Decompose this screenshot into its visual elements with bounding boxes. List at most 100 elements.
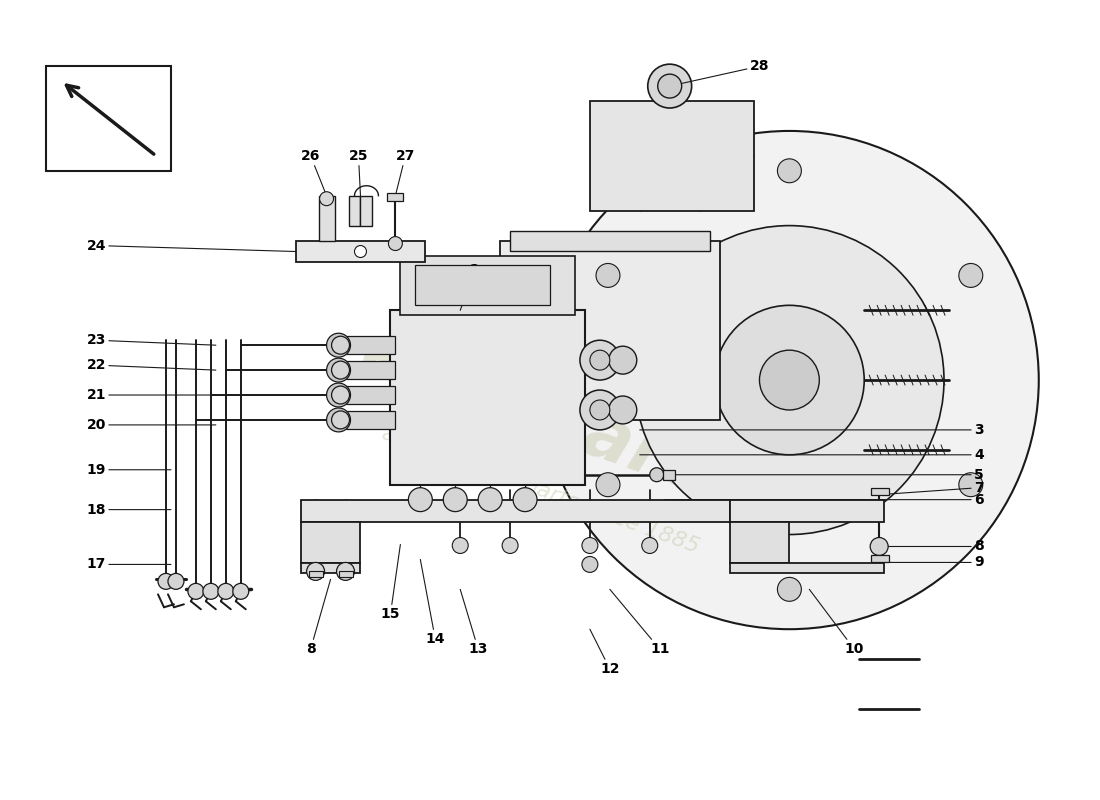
- Bar: [400, 255, 575, 315]
- Circle shape: [609, 346, 637, 374]
- Bar: [387, 193, 404, 201]
- Circle shape: [609, 396, 637, 424]
- Circle shape: [331, 386, 350, 404]
- Circle shape: [408, 488, 432, 512]
- Circle shape: [320, 192, 333, 206]
- Bar: [300, 500, 729, 522]
- Circle shape: [188, 583, 204, 599]
- Bar: [361, 196, 373, 226]
- Text: 27: 27: [395, 149, 415, 196]
- Text: a passion for parts since 1885: a passion for parts since 1885: [378, 422, 702, 557]
- Circle shape: [327, 358, 351, 382]
- Bar: [871, 488, 889, 494]
- Text: 9: 9: [879, 555, 983, 570]
- Bar: [871, 555, 889, 562]
- Circle shape: [580, 340, 619, 380]
- Bar: [349, 196, 361, 226]
- Circle shape: [307, 562, 324, 580]
- Bar: [662, 470, 674, 480]
- Bar: [590, 101, 755, 210]
- Circle shape: [337, 562, 354, 580]
- Circle shape: [959, 263, 982, 287]
- Circle shape: [331, 336, 350, 354]
- Circle shape: [327, 383, 351, 407]
- Circle shape: [158, 574, 174, 590]
- Text: 2: 2: [460, 263, 480, 310]
- Bar: [390, 310, 585, 485]
- Circle shape: [778, 578, 802, 602]
- Circle shape: [327, 408, 351, 432]
- Circle shape: [590, 350, 609, 370]
- Text: 22: 22: [87, 358, 216, 372]
- Text: europarts: europarts: [351, 319, 749, 521]
- Circle shape: [641, 538, 658, 554]
- Bar: [729, 563, 884, 574]
- Bar: [46, 66, 170, 170]
- Text: 15: 15: [381, 545, 400, 622]
- Circle shape: [715, 306, 865, 455]
- Circle shape: [870, 538, 888, 555]
- Text: 4: 4: [640, 448, 983, 462]
- Circle shape: [327, 334, 351, 357]
- Text: 19: 19: [87, 462, 170, 477]
- Text: 6: 6: [664, 493, 983, 506]
- Text: 11: 11: [609, 590, 670, 656]
- Text: 23: 23: [87, 334, 216, 347]
- Bar: [339, 571, 352, 578]
- Circle shape: [540, 131, 1038, 630]
- Text: 26: 26: [301, 149, 327, 196]
- Text: 5: 5: [664, 468, 983, 482]
- Circle shape: [513, 488, 537, 512]
- Text: 3: 3: [640, 423, 983, 437]
- Bar: [416, 266, 550, 306]
- Circle shape: [759, 350, 820, 410]
- Circle shape: [502, 538, 518, 554]
- Text: 7: 7: [879, 481, 983, 494]
- Circle shape: [218, 583, 234, 599]
- Text: 8: 8: [879, 539, 983, 554]
- Circle shape: [478, 488, 502, 512]
- Circle shape: [331, 361, 350, 379]
- Text: 12: 12: [590, 630, 619, 676]
- Circle shape: [582, 538, 598, 554]
- Circle shape: [580, 390, 619, 430]
- Circle shape: [582, 557, 598, 572]
- Text: 10: 10: [810, 590, 864, 656]
- Bar: [345, 336, 395, 354]
- Bar: [729, 522, 790, 563]
- Circle shape: [635, 226, 944, 534]
- Circle shape: [658, 74, 682, 98]
- Circle shape: [202, 583, 219, 599]
- Text: 25: 25: [349, 149, 368, 196]
- Text: 18: 18: [87, 502, 170, 517]
- Text: 24: 24: [87, 238, 296, 253]
- Text: 20: 20: [87, 418, 216, 432]
- Bar: [319, 196, 334, 241]
- Circle shape: [650, 468, 663, 482]
- Circle shape: [648, 64, 692, 108]
- Bar: [345, 411, 395, 429]
- Bar: [500, 241, 719, 420]
- Bar: [296, 241, 426, 262]
- Text: 14: 14: [420, 559, 446, 646]
- Bar: [729, 500, 884, 522]
- Circle shape: [959, 473, 982, 497]
- Circle shape: [596, 473, 620, 497]
- Circle shape: [233, 583, 249, 599]
- Text: 28: 28: [670, 59, 769, 86]
- Circle shape: [354, 246, 366, 258]
- Circle shape: [778, 159, 802, 182]
- Bar: [300, 563, 361, 574]
- Circle shape: [388, 237, 403, 250]
- Circle shape: [168, 574, 184, 590]
- Circle shape: [452, 538, 469, 554]
- Bar: [309, 571, 322, 578]
- Circle shape: [443, 488, 468, 512]
- Bar: [510, 230, 710, 250]
- Bar: [300, 522, 361, 563]
- Text: 17: 17: [87, 558, 170, 571]
- Bar: [345, 386, 395, 404]
- Circle shape: [596, 263, 620, 287]
- Circle shape: [590, 400, 609, 420]
- Text: 13: 13: [460, 590, 488, 656]
